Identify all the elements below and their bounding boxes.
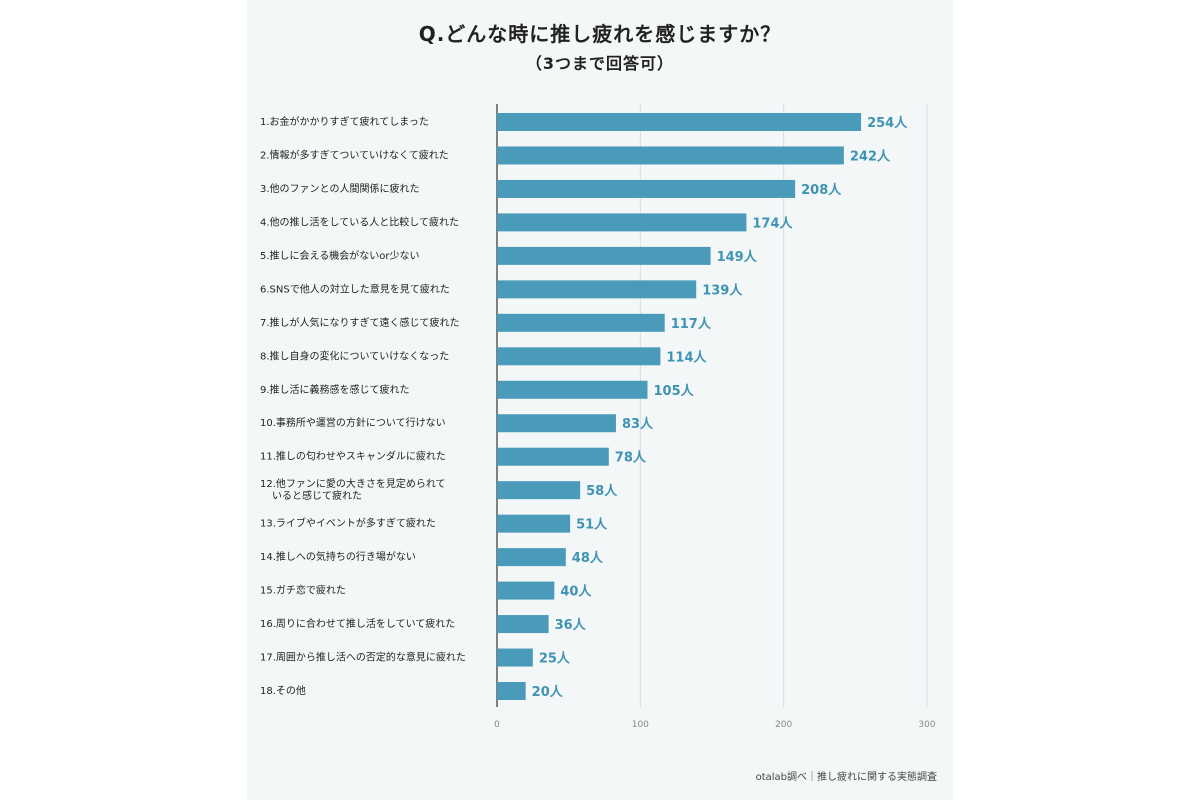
value-label: 48人	[572, 550, 604, 566]
category-label: 17.周囲から推し活への否定的な意見に疲れた	[260, 651, 466, 664]
value-label: 36人	[555, 617, 587, 633]
chart-panel	[247, 0, 953, 800]
category-label: 15.ガチ恋で疲れた	[260, 584, 346, 597]
bar	[497, 514, 571, 533]
bar	[497, 179, 796, 198]
bar	[497, 682, 526, 700]
chart-title: Q.どんな時に推し疲れを感じますか？	[418, 22, 782, 46]
category-label: 10.事務所や運営の方針について行けない	[260, 416, 446, 429]
bar	[497, 581, 555, 600]
bar	[497, 347, 661, 366]
category-label: 2.情報が多すぎてついていけなくて疲れた	[260, 148, 449, 161]
category-label: 1.お金がかかりすぎて疲れてしまった	[260, 115, 429, 128]
bar	[497, 146, 844, 165]
value-label: 51人	[576, 517, 608, 533]
value-label: 208人	[801, 182, 842, 198]
category-label: 14.推しへの気持ちの行き場がない	[260, 550, 416, 563]
category-label: 4.他の推し活をしている人と比較して疲れた	[260, 215, 459, 228]
x-tick-label: 0	[494, 720, 500, 730]
value-label: 254人	[867, 115, 908, 131]
value-label: 78人	[615, 450, 647, 466]
category-label: 16.周りに合わせて推し活をしていて疲れた	[260, 617, 455, 630]
value-label: 25人	[539, 651, 571, 667]
category-label: 11.推しの匂わせやスキャンダルに疲れた	[260, 450, 446, 463]
bar	[497, 548, 566, 567]
x-tick-label: 100	[632, 720, 649, 730]
value-label: 105人	[654, 383, 695, 399]
bar	[497, 313, 665, 332]
source-note: otalab調べ｜推し疲れに関する実態調査	[755, 772, 937, 783]
category-label: 12.他ファンに愛の大きさを見定められていると感じて疲れた	[260, 477, 446, 502]
bar	[497, 380, 648, 399]
value-label: 114人	[666, 349, 707, 365]
bar	[497, 414, 616, 433]
category-label: 8.推し自身の変化についていけなくなった	[260, 349, 449, 362]
value-label: 40人	[560, 584, 592, 600]
category-label: 3.他のファンとの人間関係に疲れた	[260, 182, 419, 195]
value-label: 174人	[752, 215, 793, 231]
bar	[497, 648, 533, 667]
value-label: 58人	[586, 483, 618, 499]
bar	[497, 280, 697, 299]
category-label: 5.推しに会える機会がないor少ない	[260, 249, 419, 262]
value-label: 83人	[622, 416, 654, 432]
category-label: 18.その他	[260, 684, 306, 697]
bar	[497, 481, 581, 500]
x-tick-label: 200	[775, 720, 792, 730]
category-label: 6.SNSで他人の対立した意見を見て疲れた	[260, 282, 450, 295]
bar	[497, 447, 609, 466]
category-label: 9.推し活に義務感を感じて疲れた	[260, 383, 410, 396]
category-label: 13.ライブやイベントが多すぎて疲れた	[260, 517, 436, 530]
bar	[497, 615, 549, 634]
value-label: 242人	[850, 148, 891, 164]
x-tick-label: 300	[918, 720, 935, 730]
category-label: 7.推しが人気になりすぎて遠く感じて疲れた	[260, 316, 460, 329]
value-label: 139人	[702, 282, 743, 298]
bar	[497, 113, 862, 131]
bar	[497, 213, 747, 232]
bar	[497, 246, 711, 265]
value-label: 117人	[671, 316, 712, 332]
value-label: 149人	[717, 249, 758, 265]
value-label: 20人	[532, 684, 564, 700]
chart-subtitle: （3つまで回答可）	[525, 54, 675, 73]
